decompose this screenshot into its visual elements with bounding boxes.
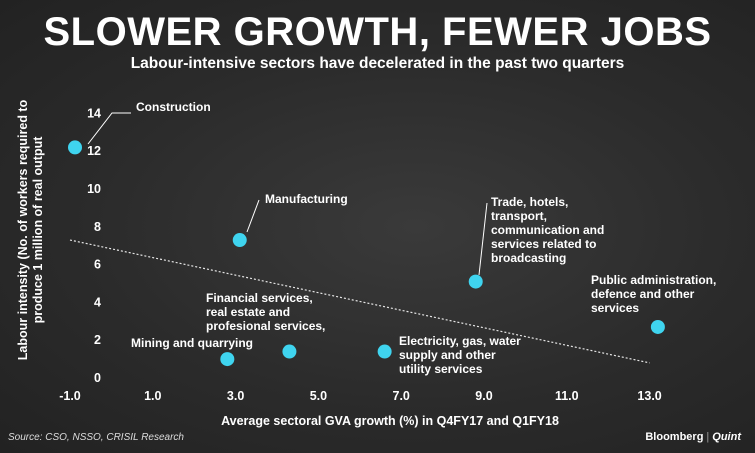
- leader-line: [87, 112, 131, 145]
- y-axis-ticks: 0 2 4 6 8 10 12 14: [87, 106, 101, 385]
- x-tick-label: 1.0: [144, 389, 161, 403]
- chart-subtitle: Labour-intensive sectors have decelerate…: [130, 55, 625, 72]
- leader-line: [478, 202, 488, 276]
- x-tick-label: 11.0: [555, 389, 579, 403]
- y-tick-label: 2: [94, 333, 101, 347]
- x-tick-label: 9.0: [475, 389, 492, 403]
- data-point: [650, 319, 665, 334]
- data-point: [282, 344, 297, 359]
- brand-separator: |: [706, 431, 710, 443]
- x-axis-ticks: -1.0 1.0 3.0 5.0 7.0 9.0 11.0 13.0: [59, 389, 662, 403]
- y-tick-label: 0: [94, 371, 101, 385]
- x-tick-label: -1.0: [59, 389, 81, 403]
- data-points: [68, 140, 665, 367]
- y-tick-label: 4: [94, 295, 101, 309]
- source-note: Source: CSO, NSSO, CRISIL Research: [8, 432, 184, 443]
- data-point: [232, 233, 247, 248]
- x-tick-label: 13.0: [637, 389, 661, 403]
- x-tick-label: 3.0: [227, 389, 244, 403]
- point-label: Mining and quarrying: [131, 336, 253, 350]
- data-point: [468, 274, 483, 289]
- brand-name: Bloomberg: [645, 431, 704, 443]
- y-tick-label: 14: [87, 106, 101, 120]
- point-label: Construction: [136, 100, 211, 114]
- leader-lines: [87, 112, 488, 276]
- trendline: [69, 239, 650, 364]
- point-label: Public administration, defence and other s…: [591, 273, 716, 315]
- brand-partner: Quint: [712, 431, 741, 443]
- point-label: Manufacturing: [265, 192, 348, 206]
- trendline-group: [69, 239, 650, 364]
- y-tick-label: 8: [94, 220, 101, 234]
- point-label: Electricity, gas, water supply and other u…: [399, 334, 521, 376]
- data-point: [220, 352, 235, 367]
- x-axis-label: Average sectoral GVA growth (%) in Q4FY1…: [221, 414, 559, 428]
- x-tick-label: 5.0: [310, 389, 327, 403]
- data-point: [377, 344, 392, 359]
- point-label: Financial services, real estate and profes…: [206, 291, 325, 333]
- leader-line: [246, 199, 260, 233]
- data-point: [68, 140, 82, 155]
- brand-logo: Bloomberg | Quint: [645, 431, 741, 443]
- point-label: Trade, hotels, transport, communication an…: [491, 195, 604, 265]
- y-tick-label: 10: [87, 182, 101, 196]
- y-tick-label: 6: [94, 258, 101, 272]
- y-tick-label: 12: [87, 144, 101, 158]
- y-axis-label: Labour intensity (No. of workers require…: [16, 99, 45, 360]
- point-labels: Construction Manufacturing Trade, hotels, t…: [131, 100, 716, 376]
- chart-title: SLOWER GROWTH, FEWER JOBS: [43, 10, 712, 54]
- x-tick-label: 7.0: [393, 389, 410, 403]
